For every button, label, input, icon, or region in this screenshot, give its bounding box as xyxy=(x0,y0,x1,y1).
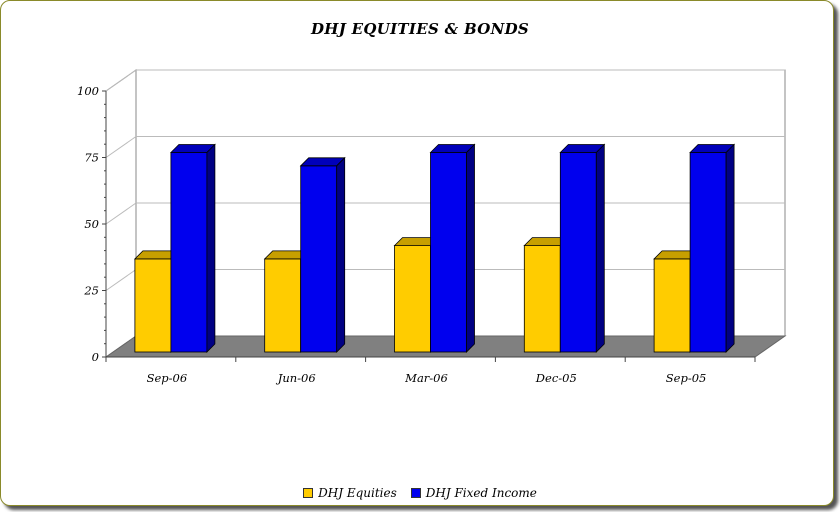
gridline-side xyxy=(105,269,137,291)
gridline-side xyxy=(105,136,137,158)
tick-labels: 0 25 50 75 100 Sep-06 Jun-06 Mar-06 Dec-05 Sep-05 xyxy=(77,84,706,385)
bar-side xyxy=(466,143,475,353)
legend-item-equities: DHJ Equities xyxy=(303,486,397,500)
x-tick-label: Dec-05 xyxy=(535,371,577,385)
bar-equities xyxy=(134,258,172,353)
x-tick-label: Jun-06 xyxy=(276,371,316,385)
y-tick-label: 25 xyxy=(83,284,99,298)
chart-title: DHJ EQUITIES & BONDS xyxy=(310,20,530,38)
bar-side xyxy=(336,156,346,353)
x-tick-label: Mar-06 xyxy=(404,371,448,385)
gridline-side xyxy=(105,69,137,92)
y-tick-label: 50 xyxy=(84,217,99,231)
bar-fixed-income xyxy=(430,152,467,353)
legend: DHJ Equities DHJ Fixed Income xyxy=(0,486,840,500)
bar-equities xyxy=(653,258,691,353)
y-tick-label: 100 xyxy=(77,84,99,98)
gridline-side xyxy=(105,202,137,225)
bar-side xyxy=(206,143,216,353)
legend-swatch-equities xyxy=(303,488,314,498)
legend-item-fixed-income: DHJ Fixed Income xyxy=(410,486,537,500)
axes xyxy=(102,90,756,362)
bar-fixed-income xyxy=(559,152,597,353)
y-tick-label: 75 xyxy=(84,151,99,165)
x-tick-label: Sep-05 xyxy=(666,371,707,385)
bar-side xyxy=(725,143,735,353)
bar-fixed-income xyxy=(689,152,727,353)
legend-label-equities: DHJ Equities xyxy=(318,486,397,500)
x-tick-label: Sep-06 xyxy=(147,371,188,385)
bars xyxy=(133,143,736,353)
y-tick-label: 0 xyxy=(92,350,99,364)
bar-equities xyxy=(523,245,561,353)
bar-equities xyxy=(394,245,431,353)
bar-equities xyxy=(264,258,302,353)
bar-fixed-income xyxy=(300,165,338,353)
legend-label-fixed-income: DHJ Fixed Income xyxy=(425,486,537,500)
bar-fixed-income xyxy=(170,152,208,353)
legend-swatch-fixed-income xyxy=(410,488,421,498)
bar-side xyxy=(595,143,605,353)
